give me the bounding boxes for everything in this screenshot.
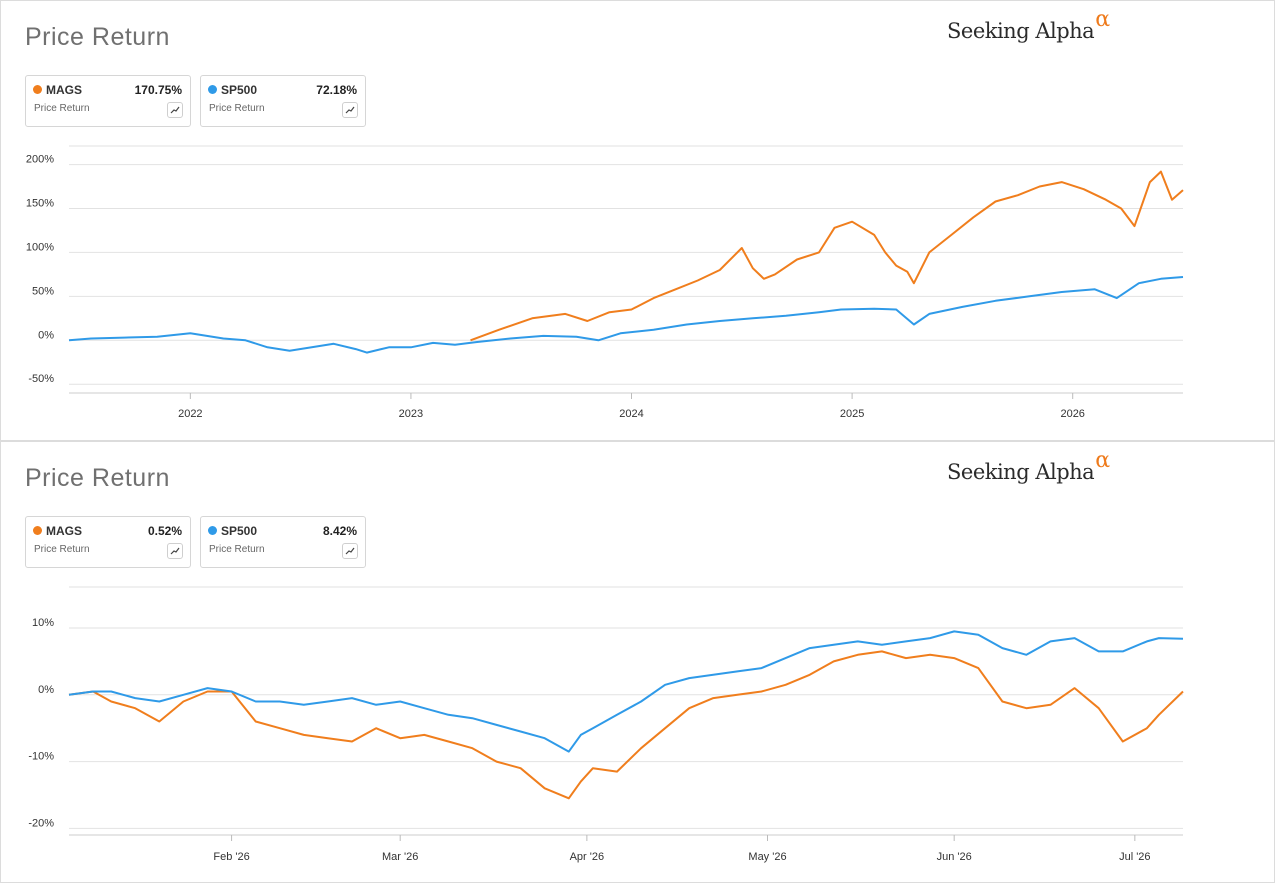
y-tick-label: 200%: [26, 154, 54, 166]
legend-value: 72.18%: [316, 83, 357, 97]
legend-value: 8.42%: [322, 524, 357, 538]
series-line-mags: [68, 650, 1184, 800]
legend-subtitle: Price Return: [209, 544, 265, 555]
x-tick-label: Jul '26: [1119, 851, 1150, 863]
legend-symbol: MAGS: [46, 83, 82, 97]
y-tick-label: 150%: [26, 198, 54, 210]
x-tick-label: Apr '26: [570, 851, 605, 863]
mags-color-dot: [33, 85, 42, 94]
legend-card-mags[interactable]: MAGS 0.52% Price Return: [25, 516, 191, 568]
legend-card-sp500[interactable]: SP500 72.18% Price Return: [200, 75, 366, 127]
legend-subtitle: Price Return: [34, 103, 90, 114]
sparkline-icon[interactable]: [167, 102, 183, 118]
legend-subtitle: Price Return: [34, 544, 90, 555]
legend-symbol: SP500: [221, 83, 258, 97]
brand-alpha-icon: α: [1095, 448, 1110, 473]
sp500-color-dot: [208, 526, 217, 535]
legend-subtitle: Price Return: [209, 103, 265, 114]
x-tick-label: 2025: [840, 408, 864, 420]
y-tick-label: 0%: [38, 329, 54, 341]
x-tick-label: 2024: [619, 408, 643, 420]
series-line-mags: [470, 170, 1184, 342]
series-line-sp500: [68, 630, 1184, 753]
legend-value: 0.52%: [147, 524, 182, 538]
y-tick-label: 50%: [32, 285, 54, 297]
x-tick-label: May '26: [748, 851, 786, 863]
brand-logo: Seeking Alphaα: [947, 448, 1110, 485]
brand-logo: Seeking Alphaα: [947, 7, 1110, 44]
price-return-chart-long-term: -50% 0% 50% 100% 150% 200% 2022 2023 2024 2025 202…: [26, 145, 1184, 420]
sparkline-icon[interactable]: [342, 543, 358, 559]
price-return-chart-ytd: -20% -10% 0% 10% Feb '26 Mar '26 Apr '26 May '2…: [28, 586, 1184, 863]
sparkline-icon[interactable]: [342, 102, 358, 118]
y-tick-label: 100%: [26, 241, 54, 253]
chart-panel-long-term: Price Return Seeking Alphaα MAGS 170.75%…: [0, 0, 1275, 441]
legend-card-sp500[interactable]: SP500 8.42% Price Return: [200, 516, 366, 568]
y-tick-label: -20%: [28, 817, 54, 829]
y-tick-label: -50%: [28, 373, 54, 385]
legend-value: 170.75%: [134, 83, 182, 97]
sparkline-icon[interactable]: [167, 543, 183, 559]
x-tick-label: 2023: [399, 408, 423, 420]
y-tick-label: 0%: [38, 684, 54, 696]
x-tick-label: Feb '26: [213, 851, 249, 863]
x-tick-label: 2026: [1060, 408, 1084, 420]
x-tick-label: Mar '26: [382, 851, 418, 863]
panel-title: Price Return: [25, 23, 170, 51]
legend-symbol: MAGS: [46, 524, 82, 538]
legend-card-mags[interactable]: MAGS 170.75% Price Return: [25, 75, 191, 127]
chart-panel-ytd: Price Return Seeking Alphaα MAGS 0.52% P…: [0, 441, 1275, 883]
brand-name: Seeking Alpha: [947, 19, 1095, 43]
x-tick-label: 2022: [178, 408, 202, 420]
panel-title: Price Return: [25, 464, 170, 492]
y-tick-label: 10%: [32, 617, 54, 629]
y-tick-label: -10%: [28, 751, 54, 763]
sp500-color-dot: [208, 85, 217, 94]
brand-name: Seeking Alpha: [947, 460, 1095, 484]
series-line-sp500: [68, 276, 1184, 354]
legend-symbol: SP500: [221, 524, 258, 538]
mags-color-dot: [33, 526, 42, 535]
brand-alpha-icon: α: [1095, 7, 1110, 32]
x-tick-label: Jun '26: [937, 851, 972, 863]
